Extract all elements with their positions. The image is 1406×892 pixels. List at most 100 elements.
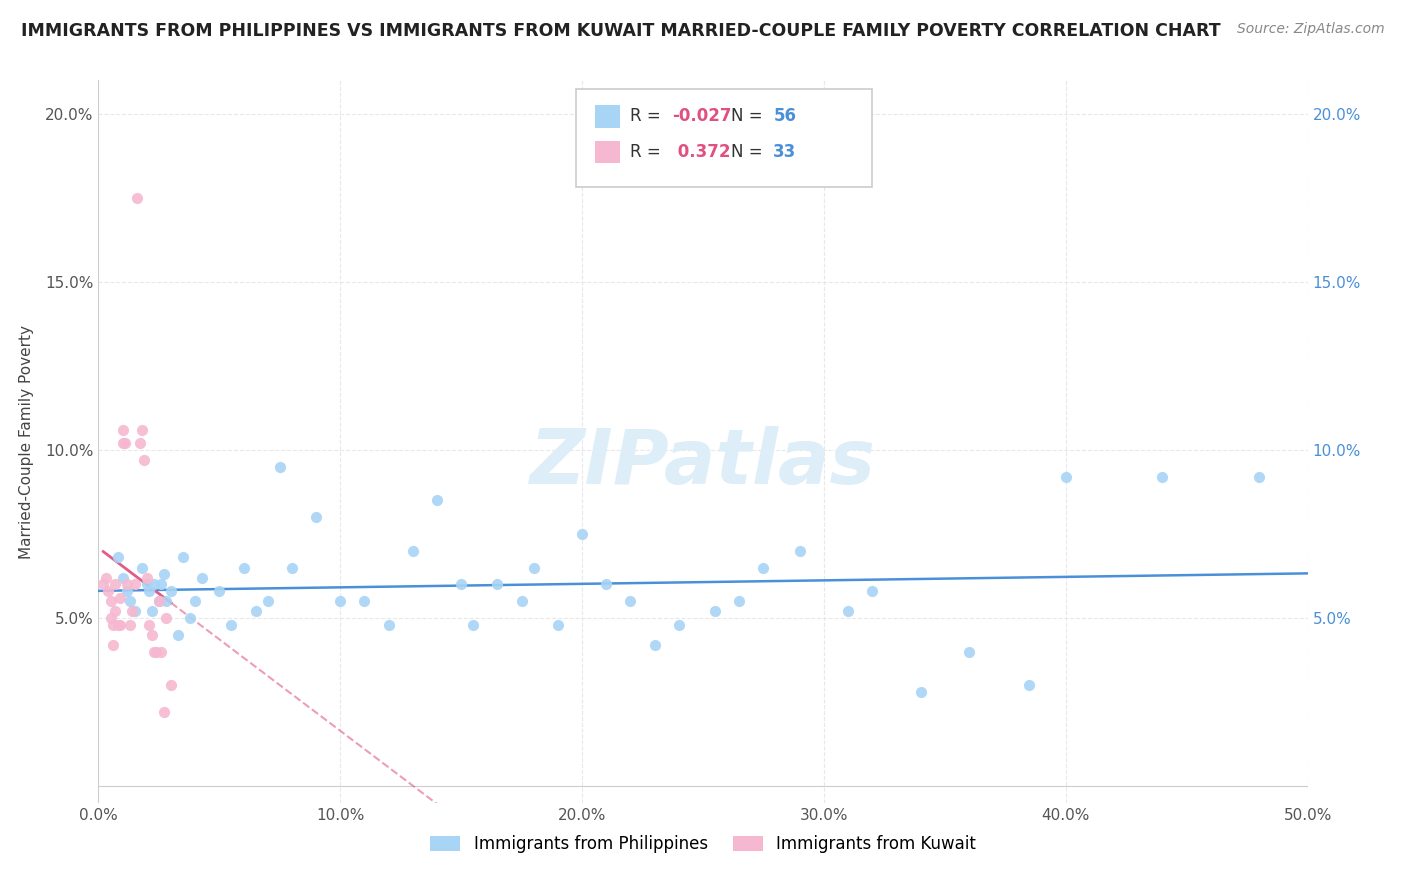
Point — [108, 617, 131, 632]
Y-axis label: Married-Couple Family Poverty: Married-Couple Family Poverty — [20, 325, 34, 558]
Point — [160, 584, 183, 599]
Point — [463, 617, 485, 632]
Point — [402, 543, 425, 558]
Point — [1152, 470, 1174, 484]
Point — [510, 594, 533, 608]
Point — [111, 423, 134, 437]
Point — [143, 644, 166, 658]
Point — [426, 493, 449, 508]
Point — [118, 617, 141, 632]
Point — [595, 577, 617, 591]
Point — [118, 594, 141, 608]
Point — [571, 527, 593, 541]
Point — [145, 644, 167, 658]
Point — [1054, 470, 1077, 484]
Point — [138, 617, 160, 632]
Point — [107, 617, 129, 632]
Point — [150, 644, 173, 658]
Point — [127, 191, 149, 205]
Text: ZIPatlas: ZIPatlas — [530, 426, 876, 500]
Point — [148, 594, 170, 608]
Point — [450, 577, 472, 591]
Point — [121, 604, 143, 618]
Point — [668, 617, 690, 632]
Point — [108, 591, 131, 605]
Point — [523, 560, 546, 574]
Point — [172, 550, 194, 565]
Point — [208, 584, 231, 599]
Point — [837, 604, 859, 618]
Text: Source: ZipAtlas.com: Source: ZipAtlas.com — [1237, 22, 1385, 37]
Point — [143, 577, 166, 591]
Point — [148, 594, 170, 608]
Point — [167, 628, 190, 642]
Text: IMMIGRANTS FROM PHILIPPINES VS IMMIGRANTS FROM KUWAIT MARRIED-COUPLE FAMILY POVE: IMMIGRANTS FROM PHILIPPINES VS IMMIGRANT… — [21, 22, 1220, 40]
Point — [152, 705, 174, 719]
Point — [353, 594, 375, 608]
Point — [191, 571, 214, 585]
Point — [150, 577, 173, 591]
Point — [179, 611, 201, 625]
Text: R =: R = — [630, 107, 666, 125]
Point — [100, 594, 122, 608]
Point — [117, 577, 139, 591]
Point — [124, 577, 146, 591]
Point — [111, 571, 134, 585]
Point — [101, 638, 124, 652]
Point — [100, 611, 122, 625]
Text: 56: 56 — [773, 107, 796, 125]
Point — [141, 604, 163, 618]
Point — [281, 560, 304, 574]
Point — [221, 617, 243, 632]
Point — [94, 571, 117, 585]
Point — [135, 577, 157, 591]
Point — [245, 604, 267, 618]
Text: N =: N = — [731, 107, 768, 125]
Point — [155, 611, 177, 625]
Point — [104, 577, 127, 591]
Point — [138, 584, 160, 599]
Point — [124, 604, 146, 618]
Text: N =: N = — [731, 143, 768, 161]
Point — [789, 543, 811, 558]
Point — [111, 436, 134, 450]
Point — [704, 604, 727, 618]
Point — [152, 567, 174, 582]
Point — [107, 550, 129, 565]
Point — [101, 617, 124, 632]
Point — [131, 423, 153, 437]
Point — [329, 594, 352, 608]
Point — [135, 571, 157, 585]
Point — [256, 594, 278, 608]
Point — [184, 594, 207, 608]
Point — [97, 584, 120, 599]
Text: R =: R = — [630, 143, 666, 161]
Point — [269, 459, 291, 474]
Point — [728, 594, 751, 608]
Point — [155, 594, 177, 608]
Point — [377, 617, 399, 632]
Point — [117, 584, 139, 599]
Point — [134, 453, 156, 467]
Text: -0.027: -0.027 — [672, 107, 731, 125]
Point — [131, 560, 153, 574]
Point — [752, 560, 775, 574]
Point — [1249, 470, 1271, 484]
Point — [232, 560, 254, 574]
Point — [486, 577, 509, 591]
Point — [860, 584, 883, 599]
Point — [1018, 678, 1040, 692]
Point — [910, 685, 932, 699]
Text: 33: 33 — [773, 143, 797, 161]
Point — [104, 604, 127, 618]
Point — [644, 638, 666, 652]
Point — [141, 628, 163, 642]
Point — [160, 678, 183, 692]
Point — [305, 510, 328, 524]
Point — [547, 617, 569, 632]
Text: 0.372: 0.372 — [672, 143, 731, 161]
Point — [91, 577, 114, 591]
Point — [128, 436, 150, 450]
Point — [114, 436, 136, 450]
Legend: Immigrants from Philippines, Immigrants from Kuwait: Immigrants from Philippines, Immigrants … — [423, 828, 983, 860]
